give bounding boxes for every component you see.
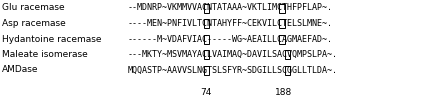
Bar [204, 65, 209, 74]
Text: ------M~VDAFVIAC-----WG~AEAILLCAGMAEFAD~.: ------M~VDAFVIAC-----WG~AEAILLCAGMAEFAD~… [128, 35, 333, 43]
Text: Asp racemase: Asp racemase [2, 19, 66, 28]
Text: --MDNRP~VKMMVVACNTATAAA~VKTLIMCTHFPFLAP~.: --MDNRP~VKMMVVACNTATAAA~VKTLIMCTHFPFLAP~… [128, 3, 333, 13]
Text: MQQASTP~AAVVSLNGTSLSFYR~SDGILLSCGGLLTLDA~.: MQQASTP~AAVVSLNGTSLSFYR~SDGILLSCGGLLTLDA… [128, 65, 338, 74]
Text: 74: 74 [201, 88, 212, 97]
Bar [285, 65, 289, 74]
Bar [204, 3, 209, 13]
Text: ---MKTY~MSVMAYACLVAIMAQ~DAVILSACVQMPSLPA~.: ---MKTY~MSVMAYACLVAIMAQ~DAVILSACVQMPSLPA… [128, 50, 338, 59]
Text: Hydantoine racemase: Hydantoine racemase [2, 35, 102, 43]
Bar [204, 35, 209, 43]
Text: 188: 188 [275, 88, 293, 97]
Bar [204, 50, 209, 59]
Text: AMDase: AMDase [2, 65, 39, 74]
Text: ----MEN~PNFIVLTCNTAHYFF~CEKVILCTELSLMNE~.: ----MEN~PNFIVLTCNTAHYFF~CEKVILCTELSLMNE~… [128, 19, 333, 28]
Bar [280, 35, 285, 43]
Bar [285, 50, 289, 59]
Text: Glu racemase: Glu racemase [2, 3, 65, 13]
Text: Maleate isomerase: Maleate isomerase [2, 50, 88, 59]
Bar [204, 19, 209, 28]
Bar [280, 3, 285, 13]
Bar [280, 19, 285, 28]
